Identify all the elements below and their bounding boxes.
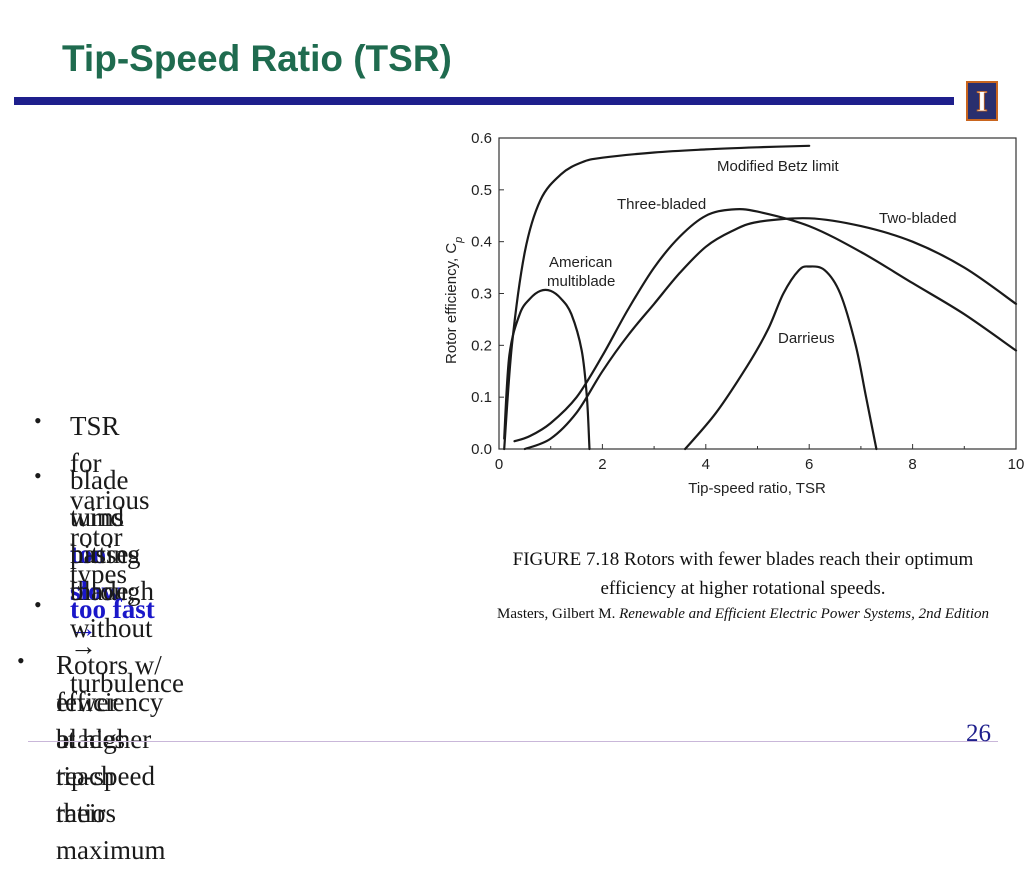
too-slow-highlight: too slow	[70, 539, 122, 606]
university-logo: I	[966, 81, 998, 121]
label-three-bladed: Three-bladed	[617, 196, 706, 213]
curve-three-bladed	[513, 208, 1018, 443]
caption-text: FIGURE 7.18 Rotors with fewer blades rea…	[512, 549, 974, 599]
x-tick-label: 4	[702, 456, 710, 473]
label-darrieus: Darrieus	[778, 330, 835, 347]
page-number: 26	[966, 720, 991, 747]
y-tick-label: 0.4	[471, 234, 492, 251]
title-divider	[14, 97, 954, 105]
x-axis-label: Tip-speed ratio, TSR	[688, 480, 826, 497]
x-tick-label: 6	[805, 456, 813, 473]
logo-letter: I	[976, 86, 988, 116]
y-axis-label: Rotor efficiency, Cp	[443, 237, 465, 364]
label-betz: Modified Betz limit	[717, 158, 840, 175]
bullet-3: too fast → turbulence	[70, 594, 184, 698]
x-tick-label: 8	[908, 456, 916, 473]
bullet-4-line2: efficiency at higher tip-speed ratios	[56, 687, 164, 828]
bullet-1: TSR for various rotor types	[70, 411, 150, 589]
y-tick-label: 0.2	[471, 337, 492, 354]
illinois-block-i-icon: I	[976, 86, 988, 116]
curve-two-bladed	[523, 217, 1018, 451]
y-tick-label: 0.0	[471, 441, 492, 458]
x-tick-label: 2	[598, 456, 606, 473]
curve-american-multiblade	[503, 288, 591, 451]
citation-author: Masters, Gilbert M.	[497, 606, 620, 622]
bullet-2-line3: hitting blade;	[70, 539, 141, 606]
arrow-right-icon: →	[70, 613, 97, 643]
bullet-glyph: •	[17, 648, 25, 673]
label-american-line1: American	[549, 254, 612, 271]
y-tick-label: 0.5	[471, 182, 492, 199]
label-american-line2: multiblade	[547, 273, 615, 290]
slide-title: Tip-Speed Ratio (TSR)	[62, 38, 452, 79]
y-tick-label: 0.3	[471, 286, 492, 303]
y-tick-label: 0.1	[471, 389, 492, 406]
y-tick-label: 0.6	[471, 130, 492, 147]
footer-divider	[28, 741, 998, 742]
arrow-right-icon: →	[70, 631, 97, 661]
bullet-glyph: •	[34, 463, 42, 488]
citation-title: Renewable and Efficient Electric Power S…	[619, 606, 989, 622]
label-two-bladed: Two-bladed	[879, 210, 957, 227]
too-fast-highlight: too fast	[70, 594, 155, 624]
citation: Masters, Gilbert M. Renewable and Effici…	[494, 604, 992, 625]
curve-modified-betz-limit	[503, 144, 811, 451]
rotor-efficiency-chart: 0 2 4 6 8 10 0.0 0.1 0.2 0.3 0.4 0.5 0.6 Modified Be…	[443, 130, 1024, 497]
x-tick-label: 10	[1008, 456, 1024, 473]
bullet-2: blade turns too slow →	[70, 465, 129, 643]
plot-frame	[498, 137, 1017, 450]
bullet-glyph: •	[34, 592, 42, 617]
bullet-2-line2: wind passes through without	[70, 502, 154, 643]
curve-darrieus	[684, 265, 878, 451]
bullet-glyph: •	[34, 408, 42, 433]
figure-caption: FIGURE 7.18 Rotors with fewer blades rea…	[494, 545, 992, 625]
x-tick-label: 0	[495, 456, 503, 473]
